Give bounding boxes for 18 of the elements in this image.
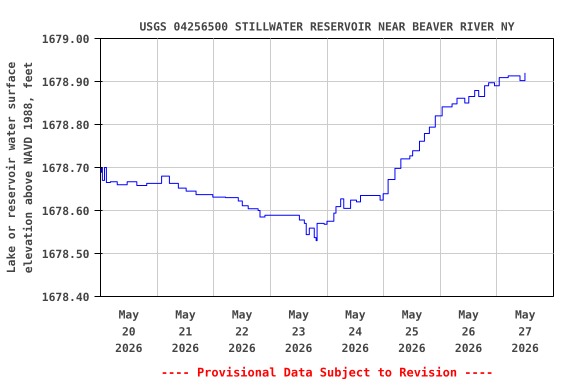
y-tick-label: 1678.60 <box>42 204 90 218</box>
x-tick-label: May 25 2026 <box>398 308 426 356</box>
y-tick-label: 1678.90 <box>42 75 90 89</box>
chart-title: USGS 04256500 STILLWATER RESERVOIR NEAR BEAVER RIVER NY <box>139 20 515 34</box>
x-tick-label: May 26 2026 <box>454 308 482 356</box>
text: ---- Provisional Data Subject to Revision ---- <box>160 366 494 380</box>
x-tick-label: May 20 2026 <box>115 308 143 356</box>
y-tick-label: 1678.40 <box>42 290 90 304</box>
y-tick-label: 1679.00 <box>42 32 90 46</box>
x-tick-label: May 27 2026 <box>512 308 540 356</box>
x-tick-label: May 22 2026 <box>228 308 256 356</box>
y-tick-label: 1678.80 <box>42 118 90 132</box>
y-axis-title: Lake or reservoir water surface elevation above NAVD 1988, feet <box>4 62 35 274</box>
y-tick-label: 1678.50 <box>42 247 90 261</box>
x-tick-label: May 21 2026 <box>172 308 200 356</box>
y-tick-label: 1678.70 <box>42 161 90 175</box>
x-tick-label: May 23 2026 <box>285 308 313 356</box>
x-tick-label: May 24 2026 <box>342 308 370 356</box>
